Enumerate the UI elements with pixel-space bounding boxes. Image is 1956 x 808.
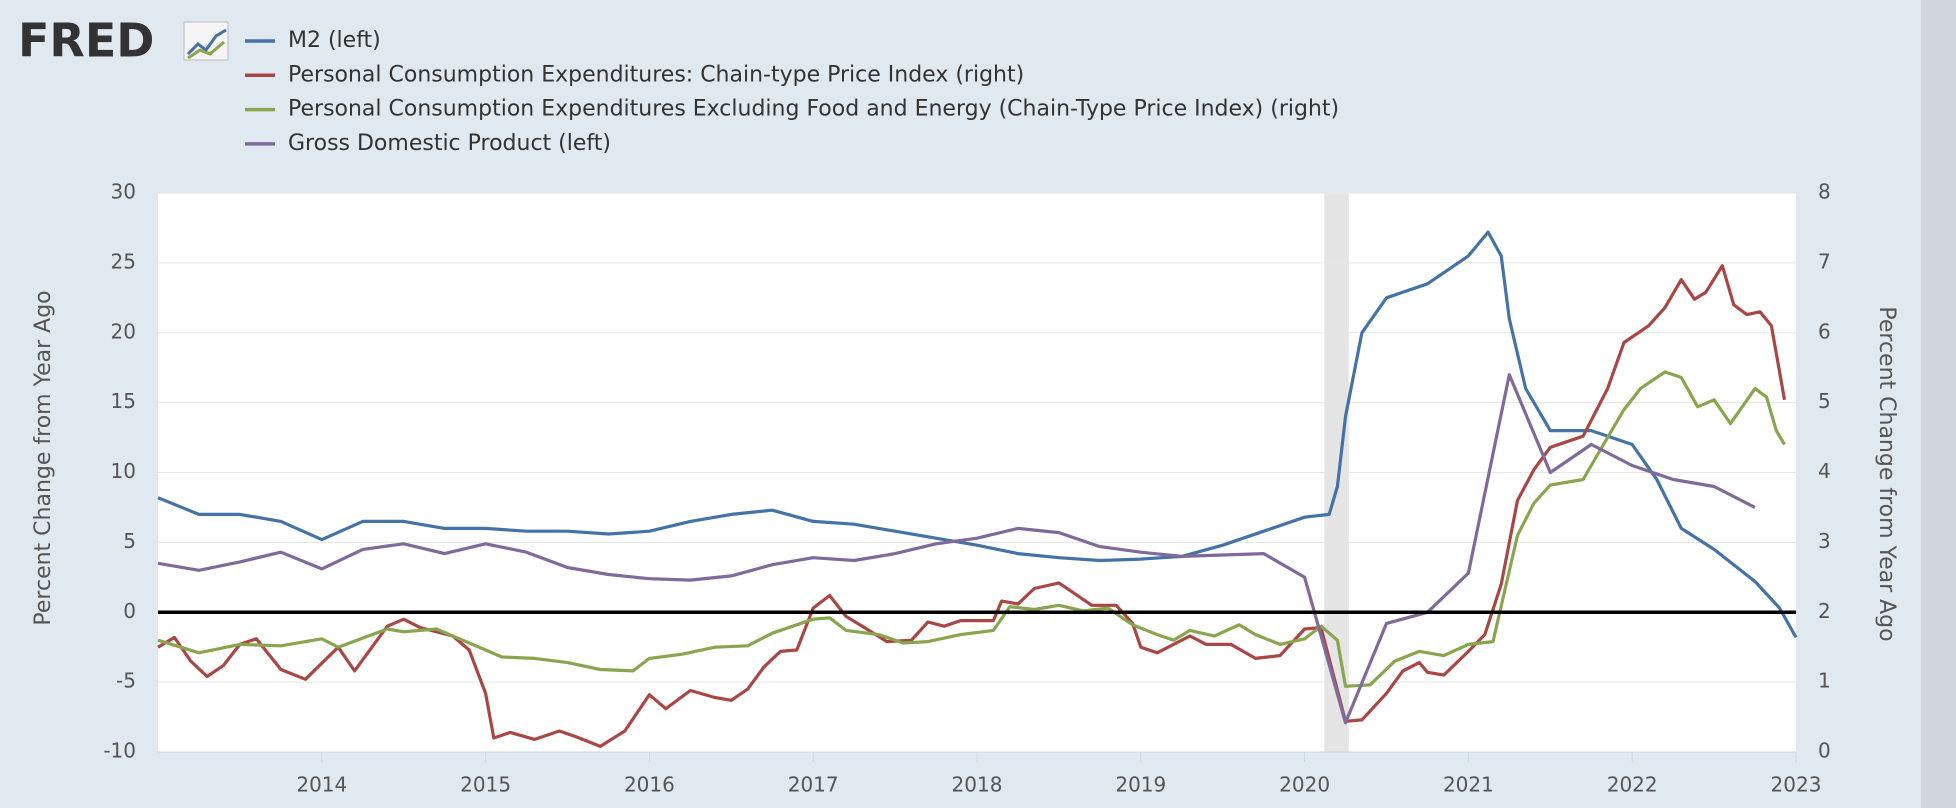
y-tick-label: 10 [111, 459, 136, 483]
y-tick-label: 30 [111, 180, 136, 204]
y-tick-label: 25 [111, 249, 136, 273]
legend-label: M2 (left) [288, 28, 381, 53]
y-tick-label: 0 [123, 599, 136, 623]
x-tick-label: 2015 [460, 773, 511, 797]
logo: FRED [18, 14, 154, 68]
y2-axis-label: Percent Change from Year Ago [1874, 306, 1899, 641]
x-tick-label: 2019 [1115, 773, 1166, 797]
legend-label: Personal Consumption Expenditures: Chain… [288, 62, 1024, 87]
y-axis-label: Percent Change from Year Ago [31, 290, 56, 625]
scroll-strip [1921, 0, 1956, 808]
series-line [157, 373, 1756, 725]
y2-tick-label: 7 [1818, 249, 1831, 273]
x-tick-label: 2016 [624, 773, 675, 797]
y2-tick-label: 2 [1818, 599, 1831, 623]
x-tick-label: 2021 [1443, 773, 1494, 797]
y2-tick-label: 0 [1818, 739, 1831, 763]
series-line [157, 370, 1786, 688]
series-line [157, 264, 1787, 748]
x-tick-label: 2014 [296, 773, 347, 797]
series-line [157, 230, 1798, 639]
y2-tick-label: 6 [1818, 319, 1831, 343]
y-tick-label: -10 [103, 739, 136, 763]
legend-label: Personal Consumption Expenditures Exclud… [288, 97, 1339, 122]
y2-tick-label: 8 [1818, 180, 1831, 204]
x-tick-label: 2022 [1607, 773, 1658, 797]
x-tick-label: 2018 [952, 773, 1003, 797]
y2-tick-label: 5 [1818, 389, 1831, 413]
y2-tick-label: 4 [1818, 459, 1831, 483]
y2-tick-label: 1 [1818, 669, 1831, 693]
y-tick-label: 20 [111, 319, 136, 343]
y-tick-label: 5 [123, 529, 136, 553]
logo-icon [183, 21, 229, 61]
x-tick-label: 2023 [1771, 773, 1822, 797]
y2-tick-label: 3 [1818, 529, 1831, 553]
x-tick-label: 2020 [1279, 773, 1330, 797]
y-tick-label: -5 [116, 669, 136, 693]
legend-label: Gross Domestic Product (left) [288, 131, 611, 156]
y-tick-label: 15 [111, 389, 136, 413]
x-tick-label: 2017 [788, 773, 839, 797]
